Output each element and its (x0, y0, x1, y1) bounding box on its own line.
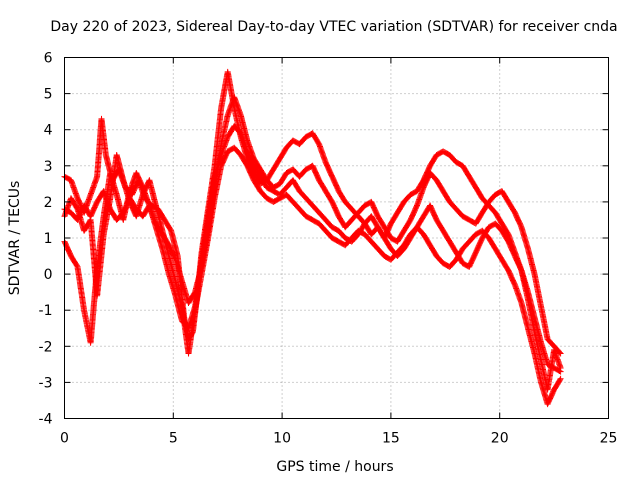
y-tick-label: -3 (39, 375, 53, 391)
y-tick-label: 2 (44, 195, 53, 211)
series-track-c (61, 123, 564, 375)
y-tick-label: 5 (44, 87, 53, 103)
series-track-d (61, 144, 564, 408)
series-track-b (61, 94, 564, 357)
y-tick-label: -4 (39, 412, 53, 428)
y-tick-label: 1 (44, 231, 53, 247)
chart-title: Day 220 of 2023, Sidereal Day-to-day VTE… (50, 19, 617, 35)
x-tick-label: 25 (600, 431, 618, 447)
y-tick-label: 4 (44, 123, 53, 139)
x-tick-label: 0 (60, 431, 69, 447)
y-tick-label: 6 (44, 51, 53, 67)
data-point (557, 376, 563, 383)
x-tick-label: 15 (382, 431, 400, 447)
data-point (557, 375, 564, 382)
y-tick-label: 3 (44, 159, 53, 175)
y-tick-label: -1 (39, 303, 53, 319)
x-axis-label: GPS time / hours (276, 459, 393, 475)
y-tick-label: -2 (39, 339, 53, 355)
x-tick-label: 10 (273, 431, 291, 447)
data-points (61, 68, 564, 408)
x-tick-label: 5 (169, 431, 178, 447)
y-tick-label: 0 (44, 267, 53, 283)
x-tick-label: 20 (491, 431, 509, 447)
data-point (557, 368, 564, 375)
data-point (557, 350, 564, 357)
data-point (556, 368, 563, 374)
data-point (556, 349, 563, 356)
axis-ticks: 0 5 10 15 20 25 -4 -3 -2 -1 0 1 2 3 4 5 6 (39, 51, 618, 447)
y-axis-label: SDTVAR / TECUs (7, 181, 23, 296)
